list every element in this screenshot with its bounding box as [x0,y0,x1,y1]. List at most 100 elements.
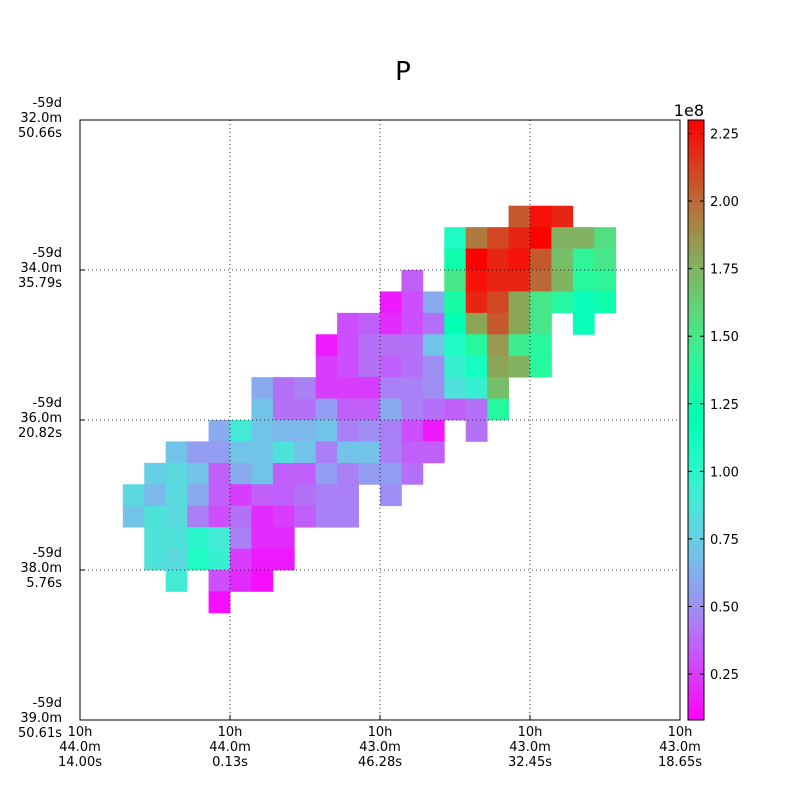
heatmap-cell [230,462,252,485]
heatmap-cell [187,505,209,528]
colorbar-tick-label: 0.50 [710,600,739,615]
x-tick-label: 10h 44.0m 14.00s [58,725,102,770]
heatmap-cell [230,570,252,592]
heatmap-cell [530,227,552,249]
heatmap-cell [594,270,617,292]
heatmap-cell [551,270,574,292]
heatmap-cell [530,270,552,292]
heatmap-cell [337,505,359,528]
heatmap-cell [315,398,338,421]
heatmap-cell [422,355,445,378]
heatmap-cell [251,570,274,592]
heatmap-cell [337,441,359,464]
heatmap-cell [165,505,188,528]
heatmap-cell [401,355,424,378]
heatmap-cell [487,227,509,249]
heatmap-cell [230,548,252,571]
heatmap-cell [251,527,274,549]
heatmap-cell [272,548,295,571]
heatmap-cell [165,527,188,549]
heatmap-cell [315,505,338,528]
heatmap-cell [251,462,274,485]
heatmap-cell [187,527,209,549]
heatmap-cell [251,484,274,507]
heatmap-cell [144,548,167,571]
heatmap-cell [337,377,359,399]
heatmap-cell [487,377,509,399]
colorbar-tick-label: 2.25 [710,128,739,143]
heatmap-cell [401,312,424,335]
heatmap-cell [294,505,317,528]
heatmap-cell [444,270,467,292]
heatmap-cell [380,484,402,507]
heatmap-cell [508,355,531,378]
heatmap-cell [422,377,445,399]
heatmap-cell [465,420,488,442]
heatmap-cell [487,355,509,378]
heatmap-cell [530,248,552,271]
heatmap-cell [594,291,617,314]
heatmap-cell [315,484,338,507]
heatmap-cell [551,205,574,228]
heatmap-cell [401,398,424,421]
heatmap-cell [315,462,338,485]
heatmap-cell [572,227,595,249]
heatmap-cell [508,334,531,357]
heatmap-cell [487,312,509,335]
heatmap-cell [208,420,231,442]
heatmap-cell [465,248,488,271]
heatmap-cell [251,420,274,442]
heatmap-cell [251,505,274,528]
heatmap-cell [444,291,467,314]
heatmap-cell [358,355,381,378]
heatmap-cell [187,484,209,507]
heatmap-cell [401,420,424,442]
heatmap-cell [251,441,274,464]
heatmap-cell [508,248,531,271]
x-tick-label: 10h 43.0m 32.45s [508,725,552,770]
heatmap-cell [251,548,274,571]
colorbar [687,119,705,721]
heatmap-cell [337,334,359,357]
heatmap-cell [315,420,338,442]
heatmap-cell [165,441,188,464]
heatmap-cell [401,377,424,399]
heatmap-cell [487,270,509,292]
x-tick-label: 10h 43.0m 46.28s [358,725,402,770]
heatmap-cell [165,570,188,592]
y-tick-label: -59d 36.0m 20.82s [18,396,62,441]
heatmap-cells [122,205,617,614]
colorbar-tick-label: 1.00 [710,465,739,480]
heatmap-cell [380,334,402,357]
heatmap-cell [144,462,167,485]
heatmap-cell [572,270,595,292]
x-axis-ticks: 10h 44.0m 14.00s 10h 44.0m 0.13s 10h 43.0m 46.28… [58,715,702,770]
heatmap-cell [530,312,552,335]
heatmap-cell [358,377,381,399]
heatmap-cell [530,205,552,228]
colorbar-tick-label: 1.25 [710,398,739,413]
heatmap-cell [444,398,467,421]
heatmap-cell [337,484,359,507]
heatmap-cell [594,227,617,249]
heatmap-cell [315,334,338,357]
heatmap-cell [444,312,467,335]
heatmap-cell [208,570,231,592]
heatmap-cell [208,548,231,571]
grid-lines [80,120,680,720]
heatmap-cell [465,377,488,399]
heatmap-cell [465,334,488,357]
heatmap-cell [465,312,488,335]
heatmap-cell [122,484,145,507]
heatmap-cell [272,398,295,421]
heatmap-cell [315,377,338,399]
heatmap-cell [187,441,209,464]
heatmap-cell [272,505,295,528]
heatmap-cell [144,484,167,507]
heatmap-cell [208,591,231,614]
heatmap-cell [230,420,252,442]
heatmap-cell [358,441,381,464]
heatmap-cell [508,270,531,292]
heatmap-cell [165,462,188,485]
colorbar-tick-label: 1.50 [710,330,739,345]
